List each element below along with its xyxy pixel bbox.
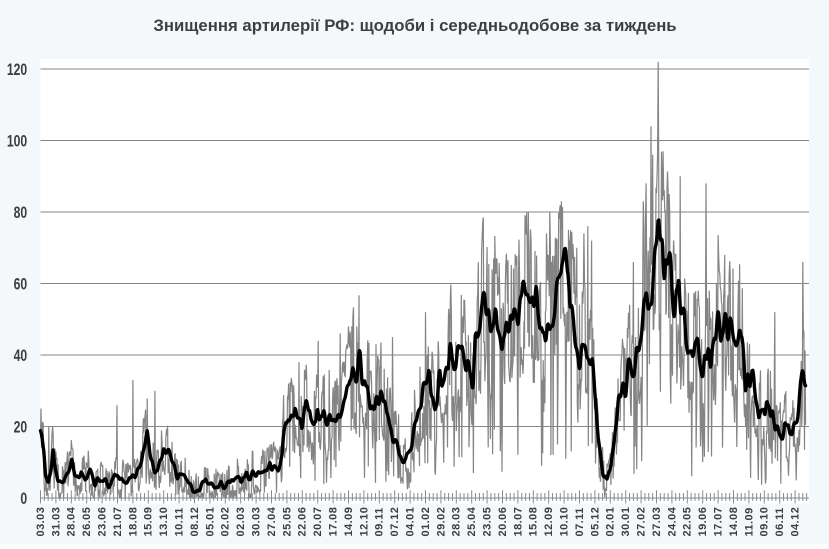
svg-text:05.12: 05.12 <box>589 507 601 537</box>
svg-text:Знищення артилерії РФ: щодоби: Знищення артилерії РФ: щодоби і середньо… <box>153 16 676 35</box>
svg-text:11.09: 11.09 <box>743 507 755 536</box>
svg-text:18.07: 18.07 <box>512 507 524 537</box>
svg-text:12.09: 12.09 <box>543 507 555 537</box>
svg-text:09.10: 09.10 <box>759 507 771 537</box>
svg-text:20: 20 <box>14 419 28 437</box>
svg-text:29.02: 29.02 <box>435 507 447 537</box>
svg-text:0: 0 <box>20 490 27 508</box>
svg-text:15.08: 15.08 <box>528 507 540 537</box>
svg-text:18.08: 18.08 <box>127 507 139 537</box>
svg-text:24.04: 24.04 <box>666 506 678 536</box>
svg-text:07.11: 07.11 <box>574 507 586 536</box>
svg-text:13.10: 13.10 <box>158 507 170 537</box>
svg-text:27.02: 27.02 <box>636 507 648 537</box>
svg-text:07.12: 07.12 <box>389 507 401 537</box>
svg-text:17.08: 17.08 <box>328 507 340 537</box>
svg-text:12.10: 12.10 <box>358 507 370 537</box>
svg-text:04.01: 04.01 <box>405 507 417 537</box>
svg-text:02.03: 02.03 <box>235 507 247 537</box>
svg-text:09.11: 09.11 <box>374 507 386 536</box>
svg-text:17.07: 17.07 <box>713 507 725 537</box>
svg-text:27.04: 27.04 <box>266 506 278 536</box>
svg-text:30.01: 30.01 <box>620 507 632 537</box>
svg-text:22.06: 22.06 <box>297 507 309 537</box>
svg-text:100: 100 <box>7 133 27 151</box>
svg-text:01.02: 01.02 <box>420 507 432 537</box>
svg-text:40: 40 <box>14 347 28 365</box>
svg-text:15.09: 15.09 <box>143 507 155 537</box>
svg-text:28.04: 28.04 <box>66 506 78 536</box>
svg-text:23.06: 23.06 <box>97 507 109 537</box>
svg-text:26.05: 26.05 <box>81 507 93 537</box>
svg-text:06.11: 06.11 <box>774 507 786 536</box>
svg-text:10.10: 10.10 <box>559 507 571 537</box>
svg-text:31.03: 31.03 <box>50 507 62 537</box>
svg-text:14.09: 14.09 <box>343 507 355 537</box>
svg-text:30.03: 30.03 <box>251 507 263 537</box>
svg-text:02.01: 02.01 <box>605 507 617 537</box>
svg-text:19.06: 19.06 <box>697 507 709 537</box>
svg-text:05.01: 05.01 <box>204 507 216 537</box>
svg-text:27.03: 27.03 <box>651 507 663 537</box>
svg-text:08.12: 08.12 <box>189 507 201 537</box>
svg-text:10.11: 10.11 <box>174 507 186 536</box>
svg-text:22.05: 22.05 <box>682 507 694 537</box>
svg-text:20.07: 20.07 <box>312 507 324 537</box>
svg-text:80: 80 <box>14 204 28 222</box>
svg-text:25.05: 25.05 <box>281 507 293 537</box>
svg-text:23.05: 23.05 <box>482 507 494 537</box>
svg-text:14.08: 14.08 <box>728 507 740 537</box>
svg-text:25.04: 25.04 <box>466 506 478 536</box>
svg-text:21.07: 21.07 <box>112 507 124 537</box>
svg-text:120: 120 <box>7 61 27 79</box>
svg-text:60: 60 <box>14 276 28 294</box>
svg-text:02.02: 02.02 <box>220 507 232 537</box>
svg-text:04.12: 04.12 <box>790 507 802 537</box>
svg-text:20.06: 20.06 <box>497 507 509 537</box>
svg-text:03.03: 03.03 <box>35 507 47 537</box>
svg-text:28.03: 28.03 <box>451 507 463 537</box>
